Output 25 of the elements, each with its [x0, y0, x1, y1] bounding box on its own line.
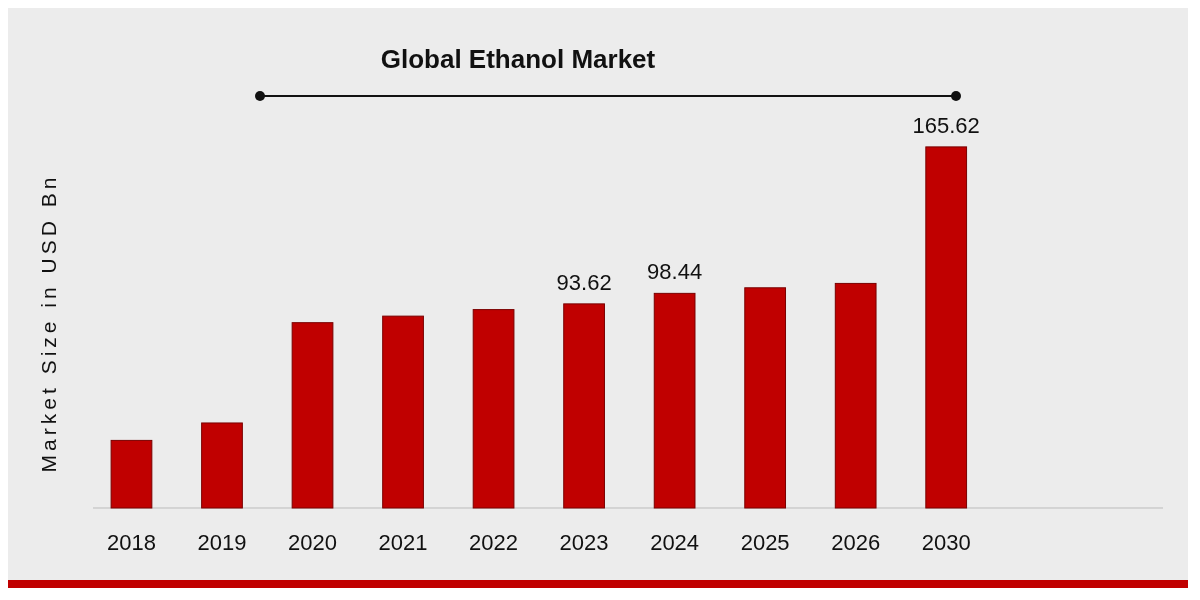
- bar: [834, 282, 877, 509]
- bar: [382, 315, 424, 509]
- x-tick-label: 2026: [831, 530, 881, 555]
- data-label: 165.62: [912, 112, 980, 138]
- bar: [563, 303, 605, 509]
- bar: [201, 422, 243, 509]
- data-label: 93.62: [556, 269, 612, 295]
- bar: [110, 439, 153, 509]
- x-tick-label: 2018: [107, 530, 156, 555]
- bar: [653, 292, 696, 509]
- data-label: 98.44: [647, 259, 703, 285]
- chart-title: Global Ethanol Market: [380, 44, 656, 74]
- bar: [744, 287, 787, 509]
- bar: [925, 146, 968, 509]
- y-axis-title: Market Size in USD Bn: [37, 173, 60, 473]
- x-tick-label: 2025: [740, 530, 790, 555]
- x-tick-label: 2020: [288, 530, 337, 555]
- x-tick-label: 2024: [650, 530, 700, 555]
- x-tick-label: 2019: [197, 530, 247, 555]
- bar: [291, 322, 334, 509]
- x-tick-label: 2022: [469, 530, 519, 555]
- x-tick-label: 2021: [378, 530, 428, 555]
- x-tick-label: 2030: [921, 530, 971, 555]
- bar: [472, 309, 515, 509]
- x-tick-label: 2023: [559, 530, 609, 555]
